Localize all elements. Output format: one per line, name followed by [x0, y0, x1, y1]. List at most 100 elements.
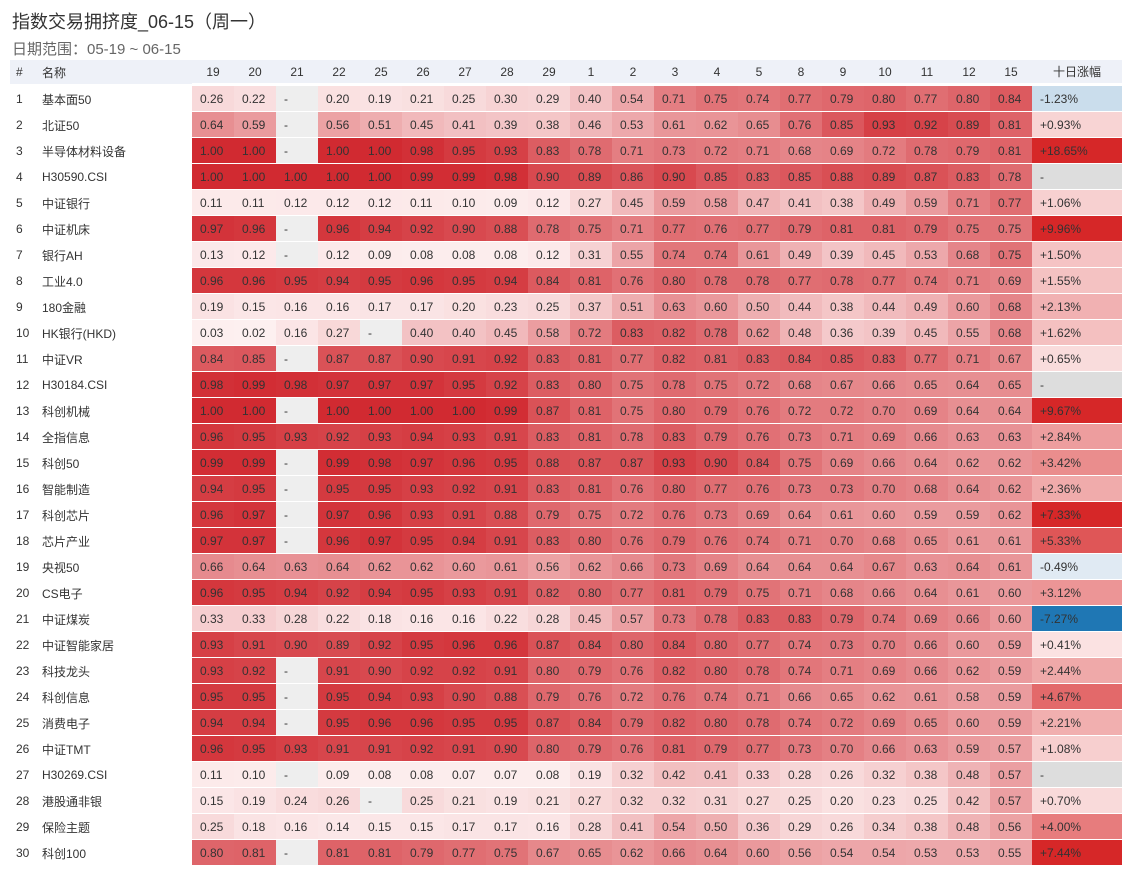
heat-cell: 0.77	[738, 736, 780, 762]
heat-cell: 0.09	[360, 242, 402, 268]
heat-cell: 0.09	[318, 762, 360, 788]
heat-cell: 0.83	[738, 346, 780, 372]
heat-cell: 0.79	[948, 138, 990, 164]
heat-cell: 0.53	[906, 242, 948, 268]
heat-cell: 0.39	[864, 320, 906, 346]
heat-cell: 0.28	[276, 606, 318, 632]
heat-cell: 0.41	[444, 112, 486, 138]
heat-cell: 0.70	[864, 632, 906, 658]
heat-cell: 0.99	[444, 164, 486, 190]
heat-cell: 0.69	[738, 502, 780, 528]
row-index: 25	[16, 716, 30, 730]
heat-cell: 0.93	[444, 424, 486, 450]
row-index: 3	[16, 144, 23, 158]
heat-cell: 0.62	[570, 554, 612, 580]
heat-cell: 0.77	[654, 216, 696, 242]
index-name: 港股通非银	[42, 794, 103, 809]
heat-cell: 0.91	[486, 658, 528, 684]
heat-cell: 0.79	[612, 710, 654, 736]
heat-cell: 0.80	[570, 372, 612, 398]
change-cell: +0.65%	[1032, 346, 1122, 372]
heat-cell: 0.16	[276, 320, 318, 346]
heat-cell: 0.73	[822, 476, 864, 502]
row-index: 18	[16, 534, 30, 548]
table-row: 14 全指信息 0.96 0.95 0.93 0.92 0.93 0.94 0.93 0.91 0.…	[10, 424, 1122, 450]
heat-cell: 0.97	[234, 502, 276, 528]
heat-cell: 0.84	[192, 346, 234, 372]
heat-cell: 0.77	[780, 86, 822, 112]
heat-cell: 0.17	[486, 814, 528, 840]
heat-cell: 0.69	[864, 658, 906, 684]
heat-cell: 0.22	[486, 606, 528, 632]
heat-cell: 0.72	[822, 398, 864, 424]
heat-cell: 1.00	[192, 138, 234, 164]
heat-cell: 0.95	[402, 528, 444, 554]
heat-cell: 0.25	[906, 788, 948, 814]
heat-cell: 0.80	[654, 476, 696, 502]
row-index: 13	[16, 404, 30, 418]
index-name: 消费电子	[42, 716, 91, 731]
heat-cell: 0.33	[234, 606, 276, 632]
heat-cell: 0.39	[486, 112, 528, 138]
heat-cell: 0.77	[738, 216, 780, 242]
heat-cell: 0.60	[948, 710, 990, 736]
heat-cell: 0.76	[612, 476, 654, 502]
heat-cell: 0.94	[402, 424, 444, 450]
heat-cell: 0.94	[192, 476, 234, 502]
table-row: 21 中证煤炭 0.33 0.33 0.28 0.22 0.18 0.16 0.16 0.22 0.…	[10, 606, 1122, 632]
header-cell: 9	[822, 60, 864, 84]
heat-cell: 0.80	[696, 710, 738, 736]
heat-cell: 0.58	[696, 190, 738, 216]
table-row: 8 工业4.0 0.96 0.96 0.95 0.94 0.95 0.96 0.95 0.94 0.…	[10, 268, 1122, 294]
heat-cell: 0.62	[402, 554, 444, 580]
change-cell: +18.65%	[1032, 138, 1122, 164]
heat-cell: 0.45	[864, 242, 906, 268]
index-name: 中证智能家居	[42, 638, 115, 653]
heat-cell: 0.70	[864, 398, 906, 424]
index-name: H30269.CSI	[42, 768, 108, 782]
header-cell: 2	[612, 60, 654, 84]
heat-cell: 0.94	[234, 710, 276, 736]
heat-cell: 0.92	[318, 424, 360, 450]
row-index: 7	[16, 248, 23, 262]
heat-cell: 0.80	[528, 658, 570, 684]
index-name: 智能制造	[42, 482, 91, 497]
change-cell: -7.27%	[1032, 606, 1122, 632]
heat-cell: 0.66	[780, 684, 822, 710]
heat-cell: 0.12	[528, 242, 570, 268]
heat-cell: 0.67	[822, 372, 864, 398]
change-cell: +1.06%	[1032, 190, 1122, 216]
heat-cell: 0.11	[192, 190, 234, 216]
table-row: 26 中证TMT 0.96 0.95 0.93 0.91 0.91 0.92 0.91 0.90 0…	[10, 736, 1122, 762]
heat-cell: 0.93	[276, 424, 318, 450]
heat-cell: 0.68	[990, 294, 1032, 320]
heat-cell: 0.83	[528, 138, 570, 164]
heat-cell: 0.96	[402, 710, 444, 736]
heat-cell: 0.22	[234, 86, 276, 112]
heat-cell: 0.59	[990, 632, 1032, 658]
index-name: 央视50	[42, 560, 80, 575]
heat-cell: 0.72	[696, 138, 738, 164]
heat-cell: 0.92	[402, 736, 444, 762]
change-cell: -	[1032, 372, 1122, 398]
heat-cell: 0.60	[738, 840, 780, 866]
heat-cell: 0.90	[654, 164, 696, 190]
heat-cell: 0.96	[192, 268, 234, 294]
heat-cell: 0.97	[318, 372, 360, 398]
heat-cell: 0.20	[822, 788, 864, 814]
heat-cell: 0.71	[948, 190, 990, 216]
heat-cell: 0.73	[654, 554, 696, 580]
heat-cell: 0.42	[654, 762, 696, 788]
heat-cell: 0.77	[990, 190, 1032, 216]
heat-cell: -	[276, 762, 318, 788]
row-index: 27	[16, 768, 30, 782]
table-row: 30 科创100 0.80 0.81-0.81 0.81 0.79 0.77 0.75 0.67…	[10, 840, 1122, 866]
heat-cell: 0.83	[528, 476, 570, 502]
heat-cell: 0.13	[192, 242, 234, 268]
heat-cell: 0.26	[822, 762, 864, 788]
heat-cell: 0.58	[528, 320, 570, 346]
row-index: 1	[16, 92, 23, 106]
heat-cell: 0.46	[570, 112, 612, 138]
row-index: 23	[16, 664, 30, 678]
heat-cell: 0.92	[402, 216, 444, 242]
